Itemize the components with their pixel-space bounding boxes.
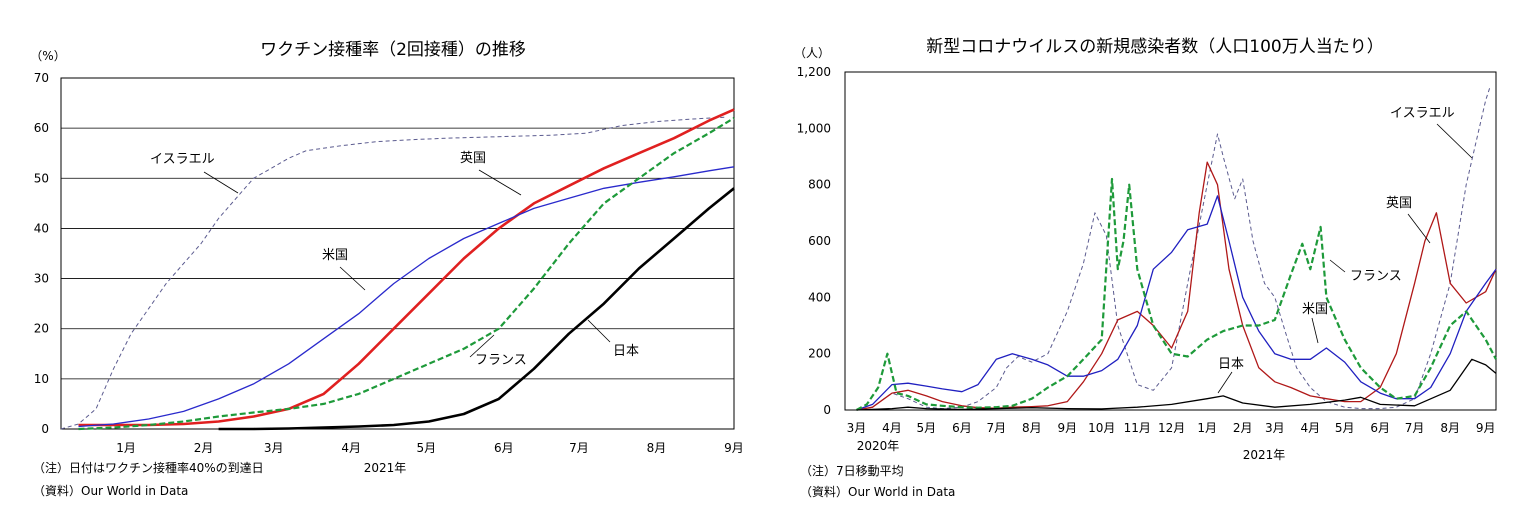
right-x-tick-label: 10月: [1088, 421, 1115, 435]
right-series-line-2: [856, 195, 1497, 411]
right-y-tick-label: 800: [808, 178, 831, 192]
left-label-us: 米国: [322, 248, 348, 263]
left-y-ticks: 0 10 20 30 40 50 60 70: [34, 71, 49, 436]
left-y-tick-label: 20: [34, 322, 49, 336]
right-x-tick-label: 2月: [1233, 421, 1253, 435]
right-y-tick-label: 400: [808, 290, 831, 304]
right-source: （資料）Our World in Data: [800, 485, 955, 499]
right-series-line-3: [855, 177, 1497, 411]
right-y-tick-label: 0: [823, 403, 831, 417]
left-leader-uk: [478, 169, 522, 196]
right-x-tick-label: 5月: [917, 421, 937, 435]
right-x-year-label-2020: 2020年: [857, 439, 900, 453]
right-x-tick-label: 9月: [1476, 421, 1496, 435]
right-series-group: [855, 85, 1497, 411]
left-x-tick-label: 6月: [494, 441, 514, 455]
left-y-tick-label: 70: [34, 71, 49, 85]
left-leader-israel: [203, 171, 239, 194]
right-x-tick-label: 7月: [1405, 421, 1425, 435]
right-label-us: 米国: [1302, 302, 1328, 317]
left-x-tick-label: 4月: [341, 441, 361, 455]
right-label-uk: 英国: [1386, 196, 1412, 211]
right-x-ticks: 3月 4月 5月 6月 7月 8月 9月 10月 11月 12月 1月 2月 3月 4月 5月 6月 7月 8月 9…: [847, 421, 1496, 435]
right-y-tick-label: 200: [808, 347, 831, 361]
left-y-tick-label: 10: [34, 372, 49, 386]
right-label-japan: 日本: [1218, 357, 1244, 372]
left-leader-france: [469, 334, 495, 358]
left-x-tick-label: 8月: [647, 441, 667, 455]
right-series-line-0: [856, 85, 1491, 411]
left-x-tick-label: 2月: [194, 441, 214, 455]
left-series-group: [60, 108, 735, 431]
left-y-tick-label: 30: [34, 272, 49, 286]
right-leader-us: [1311, 317, 1319, 344]
left-x-tick-label: 9月: [724, 441, 744, 455]
right-chart-title: 新型コロナウイルスの新規感染者数（人口100万人当たり）: [926, 37, 1383, 57]
right-x-tick-label: 6月: [952, 421, 972, 435]
left-x-tick-label: 7月: [569, 441, 589, 455]
right-leader-uk: [1407, 213, 1431, 244]
left-y-tick-label: 0: [41, 422, 49, 436]
left-y-tick-label: 50: [34, 171, 49, 185]
left-x-tick-label: 3月: [264, 441, 284, 455]
right-leader-france: [1329, 259, 1346, 273]
left-x-ticks: 1月 2月 3月 4月 5月 6月 7月 8月 9月: [116, 441, 744, 455]
left-label-japan: 日本: [613, 344, 639, 359]
left-x-tick-label: 1月: [116, 441, 136, 455]
right-x-tick-label: 8月: [1022, 421, 1042, 435]
right-y-tick-label: 1,200: [797, 65, 831, 79]
right-x-tick-label: 4月: [882, 421, 902, 435]
left-gridlines: [61, 127, 734, 380]
left-callouts: イスラエル 英国 米国 フランス 日本: [150, 151, 639, 368]
right-y-ticks: 0 200 400 600 800 1,000 1,200: [797, 65, 831, 417]
right-series-line-4: [856, 358, 1497, 411]
right-x-tick-label: 11月: [1124, 421, 1151, 435]
right-x-year-label-2021: 2021年: [1243, 448, 1286, 462]
right-y-tick-label: 1,000: [797, 121, 831, 135]
right-y-tick-label: 600: [808, 234, 831, 248]
left-label-israel: イスラエル: [150, 152, 215, 167]
left-y-unit: （%）: [30, 49, 65, 63]
left-leader-japan: [587, 319, 611, 343]
right-x-tick-label: 6月: [1370, 421, 1390, 435]
right-x-tick-label: 8月: [1440, 421, 1460, 435]
left-series-line-4: [218, 187, 735, 431]
right-x-tick-label: 5月: [1335, 421, 1355, 435]
right-label-israel: イスラエル: [1390, 106, 1455, 121]
left-leader-us: [339, 266, 366, 291]
right-x-tick-label: 7月: [986, 421, 1006, 435]
left-note: （注）日付はワクチン接種率40%の到達日: [33, 460, 264, 475]
right-x-tick-label: 3月: [1265, 421, 1285, 435]
right-leader-israel: [1436, 123, 1473, 159]
right-leader-japan: [1217, 371, 1233, 394]
left-y-tick-label: 40: [34, 221, 49, 235]
right-plot-frame: [844, 71, 1497, 411]
right-y-unit: （人）: [794, 46, 830, 60]
left-y-tick-label: 60: [34, 121, 49, 135]
right-x-tick-label: 9月: [1058, 421, 1078, 435]
right-x-tick-label: 4月: [1301, 421, 1321, 435]
left-chart-title: ワクチン接種率（2回接種）の推移: [260, 40, 526, 60]
left-source: （資料）Our World in Data: [33, 484, 188, 498]
left-series-line-3: [78, 117, 735, 431]
left-label-uk: 英国: [460, 151, 486, 166]
right-label-france: フランス: [1350, 269, 1402, 284]
right-x-tick-label: 12月: [1158, 421, 1185, 435]
left-x-year-label: 2021年: [364, 461, 407, 475]
right-x-tick-label: 3月: [847, 421, 867, 435]
right-note: （注）7日移動平均: [800, 463, 904, 478]
left-x-tick-label: 5月: [416, 441, 436, 455]
left-label-france: フランス: [475, 353, 527, 368]
left-plot-frame: [60, 77, 735, 430]
left-series-line-1: [78, 108, 735, 427]
right-callouts: イスラエル 英国 フランス 米国 日本: [1217, 106, 1473, 394]
left-series-line-2: [78, 166, 735, 428]
left-series-line-0: [60, 116, 727, 430]
right-x-tick-label: 1月: [1197, 421, 1217, 435]
